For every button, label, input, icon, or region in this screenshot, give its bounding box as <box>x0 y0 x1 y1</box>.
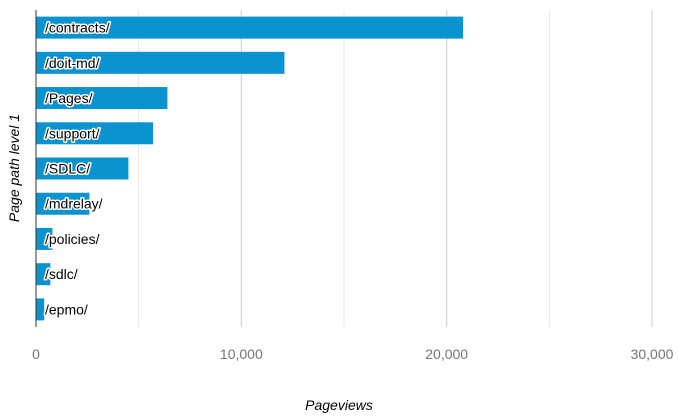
x-tick-label: 20,000 <box>425 346 468 362</box>
bar-category-label: /mdrelay/ <box>45 196 103 212</box>
bar-category-label: /epmo/ <box>45 301 88 317</box>
bar-category-label: /contracts/ <box>45 20 110 36</box>
bar-category-label: /policies/ <box>45 231 100 247</box>
bar-category-label: /Pages/ <box>45 90 93 106</box>
bar-category-label: /sdlc/ <box>45 266 78 282</box>
x-tick-label: 10,000 <box>220 346 263 362</box>
bar[interactable] <box>36 263 51 286</box>
bar[interactable] <box>36 87 168 110</box>
bars: /contracts/ /doit-md/ /Pages/ /support/ /SDL… <box>36 16 464 321</box>
bar[interactable] <box>36 122 154 145</box>
bar[interactable] <box>36 157 129 180</box>
y-axis-title: Page path level 1 <box>6 114 22 222</box>
x-tick-label: 0 <box>32 346 40 362</box>
bar-category-label: /support/ <box>45 125 100 141</box>
bar[interactable] <box>36 227 53 250</box>
bar-category-label: /doit-md/ <box>45 55 100 71</box>
bar[interactable] <box>36 298 45 321</box>
bar[interactable] <box>36 51 285 74</box>
x-axis-title: Pageviews <box>305 397 373 413</box>
bar[interactable] <box>36 16 464 39</box>
x-tick-label: 30,000 <box>631 346 674 362</box>
bar[interactable] <box>36 192 90 215</box>
x-tick-labels: 0 10,000 20,000 30,000 <box>32 346 674 362</box>
bar-category-label: /SDLC/ <box>45 161 90 177</box>
